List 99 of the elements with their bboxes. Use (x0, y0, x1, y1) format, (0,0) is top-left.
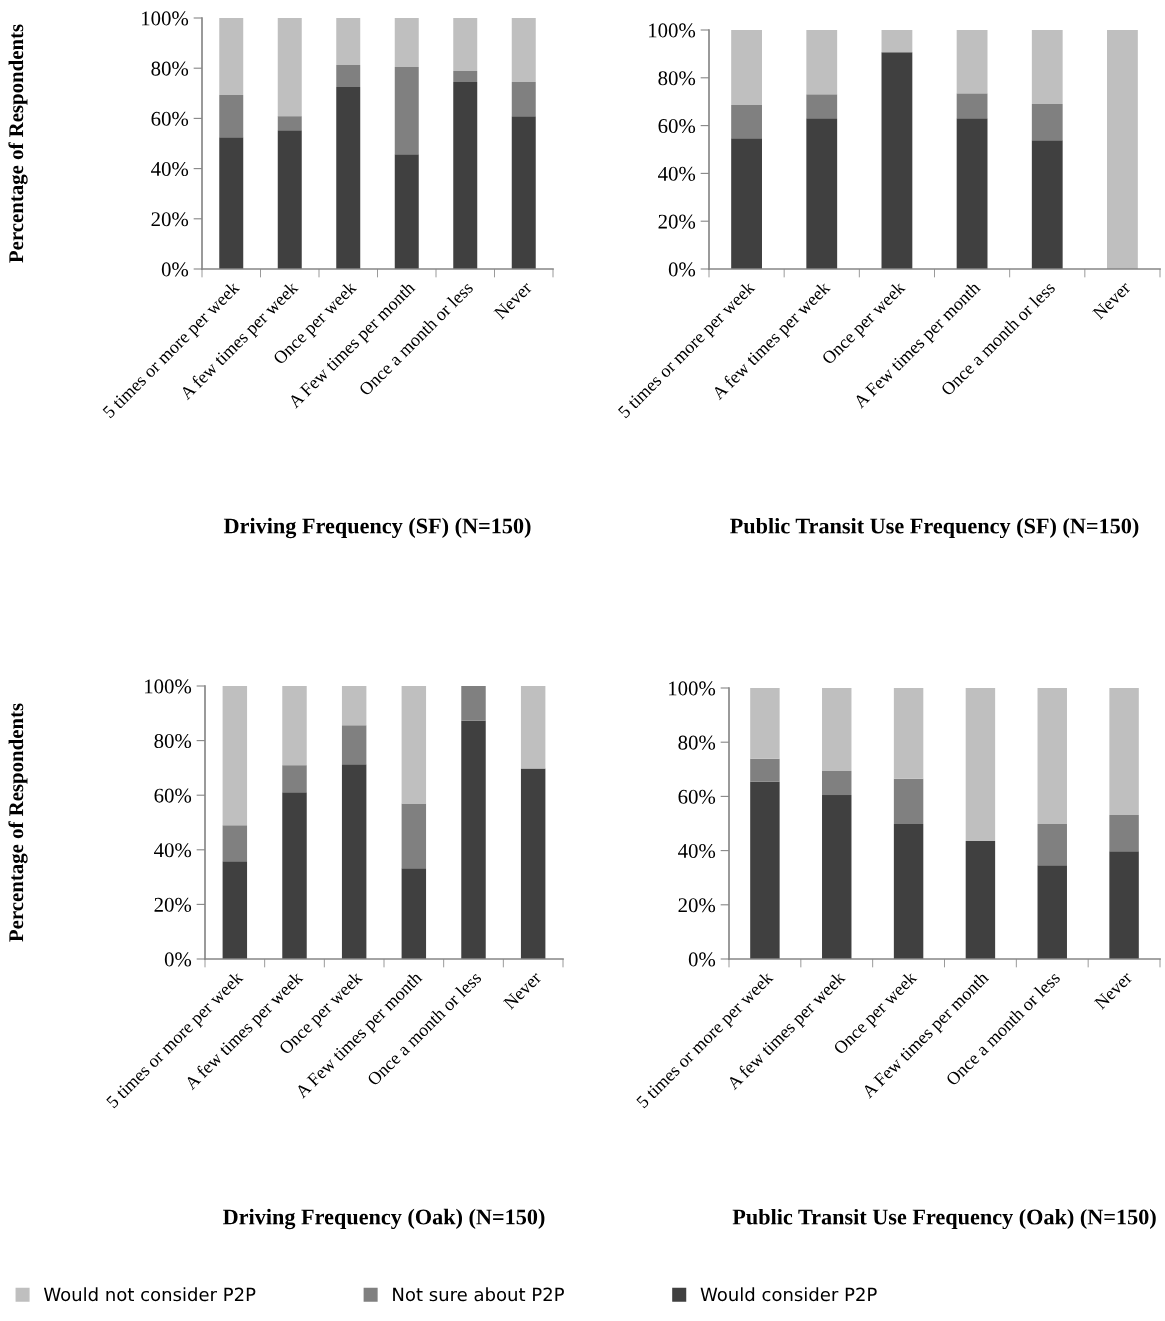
y-tick-label: 80% (678, 735, 716, 750)
legend-label: Would not consider P2P (43, 1287, 256, 1302)
bar (1109, 815, 1139, 852)
bar (881, 30, 913, 53)
y-tick-label: 100% (669, 681, 716, 696)
bar (336, 87, 361, 269)
bar (806, 94, 838, 119)
bar (401, 803, 427, 869)
y-tick-label: 80% (151, 61, 189, 76)
bar (1037, 824, 1067, 866)
bar (956, 118, 988, 269)
text: Public Transit Use Frequency (Oak) (N=150) (732, 1208, 1156, 1230)
bar (750, 781, 780, 959)
y-tick-label: 20% (658, 214, 696, 229)
bar (461, 686, 486, 721)
y-tick-label: 60% (154, 788, 192, 803)
text: Driving Frequency (SF) (N=150) (223, 517, 531, 539)
bar (453, 82, 478, 269)
bar (461, 720, 486, 959)
bar (219, 137, 244, 269)
y-tick-label: 100% (649, 23, 696, 38)
bar (1031, 104, 1063, 141)
bar (453, 70, 478, 83)
bar (341, 686, 367, 726)
bar (956, 30, 988, 94)
bar (336, 64, 361, 88)
bar (394, 66, 419, 155)
bar (1031, 30, 1063, 105)
bar (277, 130, 302, 269)
bar (219, 95, 244, 138)
text: Driving Frequency (Oak) (N=150) (223, 1208, 545, 1230)
bar (1109, 851, 1139, 959)
y-tick-label: 100% (142, 11, 189, 26)
bar (1037, 865, 1067, 959)
bar (336, 18, 361, 65)
bar (881, 52, 913, 269)
bar (956, 93, 988, 119)
bar (806, 30, 838, 95)
bar (277, 18, 302, 117)
bar (822, 770, 852, 796)
bar (893, 688, 924, 779)
y-tick-label: 0% (164, 952, 192, 967)
bar (750, 758, 780, 782)
y-tick-label: 20% (154, 897, 192, 912)
bar (341, 764, 367, 959)
y-tick-label: 80% (154, 733, 192, 749)
y-axis-title: Percentage of Respondents (8, 703, 28, 942)
y-tick-label: 40% (678, 843, 716, 859)
bar (822, 795, 852, 959)
bar (806, 118, 838, 269)
bar (511, 18, 536, 83)
bar (511, 82, 536, 117)
bar (282, 765, 307, 793)
bar (520, 686, 546, 769)
bar (222, 825, 248, 862)
y-tick-label: 0% (668, 262, 696, 277)
bar (401, 868, 427, 959)
bar (731, 105, 762, 139)
bar (1109, 688, 1139, 816)
y-tick-label: 100% (145, 679, 192, 694)
legend-label: Not sure about P2P (393, 1287, 564, 1302)
y-tick-label: 80% (658, 71, 696, 86)
bar (731, 30, 762, 106)
bar (1037, 688, 1067, 825)
y-tick-label: 60% (658, 118, 696, 134)
bar (731, 138, 762, 269)
bar (341, 725, 367, 765)
bar (893, 824, 924, 959)
y-tick-label: 60% (151, 111, 189, 126)
bar (750, 688, 780, 759)
y-tick-label: 40% (154, 843, 192, 858)
y-tick-label: 0% (688, 952, 716, 967)
y-axis-title: Percentage of Respondents (8, 24, 28, 263)
y-tick-label: 40% (151, 161, 189, 177)
bar (219, 18, 244, 96)
y-tick-label: 20% (678, 898, 716, 913)
bar (965, 688, 996, 842)
bar (282, 792, 307, 959)
bar (222, 861, 248, 959)
bar (394, 154, 419, 269)
y-tick-label: 20% (151, 212, 189, 227)
bar (511, 116, 536, 269)
y-tick-label: 40% (658, 166, 696, 181)
bar (965, 841, 996, 959)
bar (282, 686, 307, 766)
text: Public Transit Use Frequency (SF) (N=150) (730, 517, 1139, 539)
y-tick-label: 0% (161, 262, 189, 277)
bar (1031, 140, 1063, 269)
bar (893, 778, 924, 825)
bar (822, 688, 852, 771)
bar (401, 686, 427, 804)
bar (277, 116, 302, 131)
bar (1107, 30, 1138, 269)
bar (453, 18, 478, 71)
bar (222, 686, 248, 826)
bar (394, 18, 419, 67)
y-tick-label: 60% (678, 789, 716, 804)
legend-label: Would consider P2P (700, 1287, 877, 1302)
bar (520, 768, 546, 959)
